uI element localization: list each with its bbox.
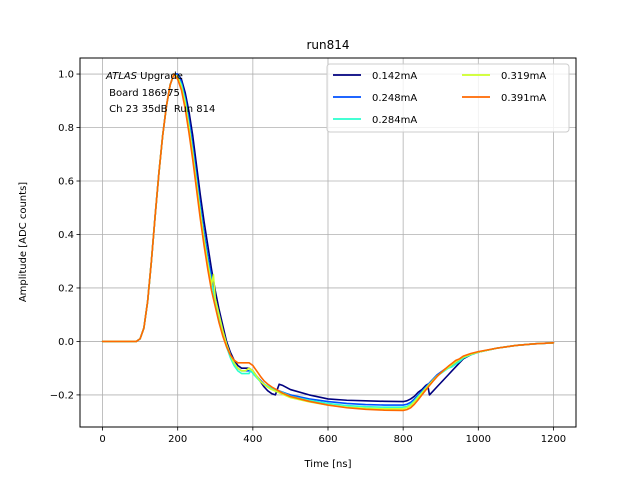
x-tick-label: 200 xyxy=(168,434,187,445)
y-axis-title: Amplitude [ADC counts] xyxy=(18,182,29,302)
legend-label: 0.284mA xyxy=(372,115,417,126)
annotation-rest: Upgrade xyxy=(137,71,183,82)
y-tick-label: 0.2 xyxy=(58,283,74,294)
y-tick-label: 1.0 xyxy=(58,70,74,81)
annotation-line-2: Board 186975 xyxy=(106,88,180,99)
x-tick-label: 1200 xyxy=(541,434,566,445)
y-tick-label: 0.4 xyxy=(58,230,74,241)
annotation-line-1: ATLAS Upgrade xyxy=(105,71,183,82)
annotation-line-3: Ch 23 35dB Run 814 xyxy=(106,104,215,115)
legend-box xyxy=(326,63,570,133)
legend-entries: 0.142mA 0.248mA 0.284mA 0.319mA 0.391mA xyxy=(333,71,546,126)
annotation-italic: ATLAS xyxy=(105,71,138,82)
legend-label: 0.319mA xyxy=(501,71,546,82)
legend-label: 0.142mA xyxy=(372,71,417,82)
x-tick-label: 0 xyxy=(99,434,105,445)
series-line-0.391mA xyxy=(101,73,555,412)
legend-label: 0.248mA xyxy=(372,93,417,104)
x-tick-label: 600 xyxy=(318,434,337,445)
legend-label: 0.391mA xyxy=(501,93,546,104)
y-tick-label: 0.8 xyxy=(58,123,74,134)
y-tick-label: −0.2 xyxy=(50,390,74,401)
legend: 0.142mA 0.248mA 0.284mA 0.319mA 0.391mA xyxy=(326,63,570,133)
y-tick-label: 0.6 xyxy=(58,177,74,188)
x-axis-title: Time [ns] xyxy=(303,459,351,470)
x-tick-label: 1000 xyxy=(466,434,491,445)
chart-title: run814 xyxy=(306,38,349,52)
y-tick-label: 0.0 xyxy=(58,337,74,348)
axis-ticks: 0 200 400 600 800 1000 1200 −0.2 0.0 0.2 0.4 0.6 0.8… xyxy=(50,70,566,445)
atlas-annotation: ATLAS Upgrade Board 186975 Ch 23 35dB Ru… xyxy=(105,71,215,115)
x-tick-label: 800 xyxy=(394,434,413,445)
x-tick-label: 400 xyxy=(243,434,262,445)
series-lines xyxy=(101,73,555,412)
